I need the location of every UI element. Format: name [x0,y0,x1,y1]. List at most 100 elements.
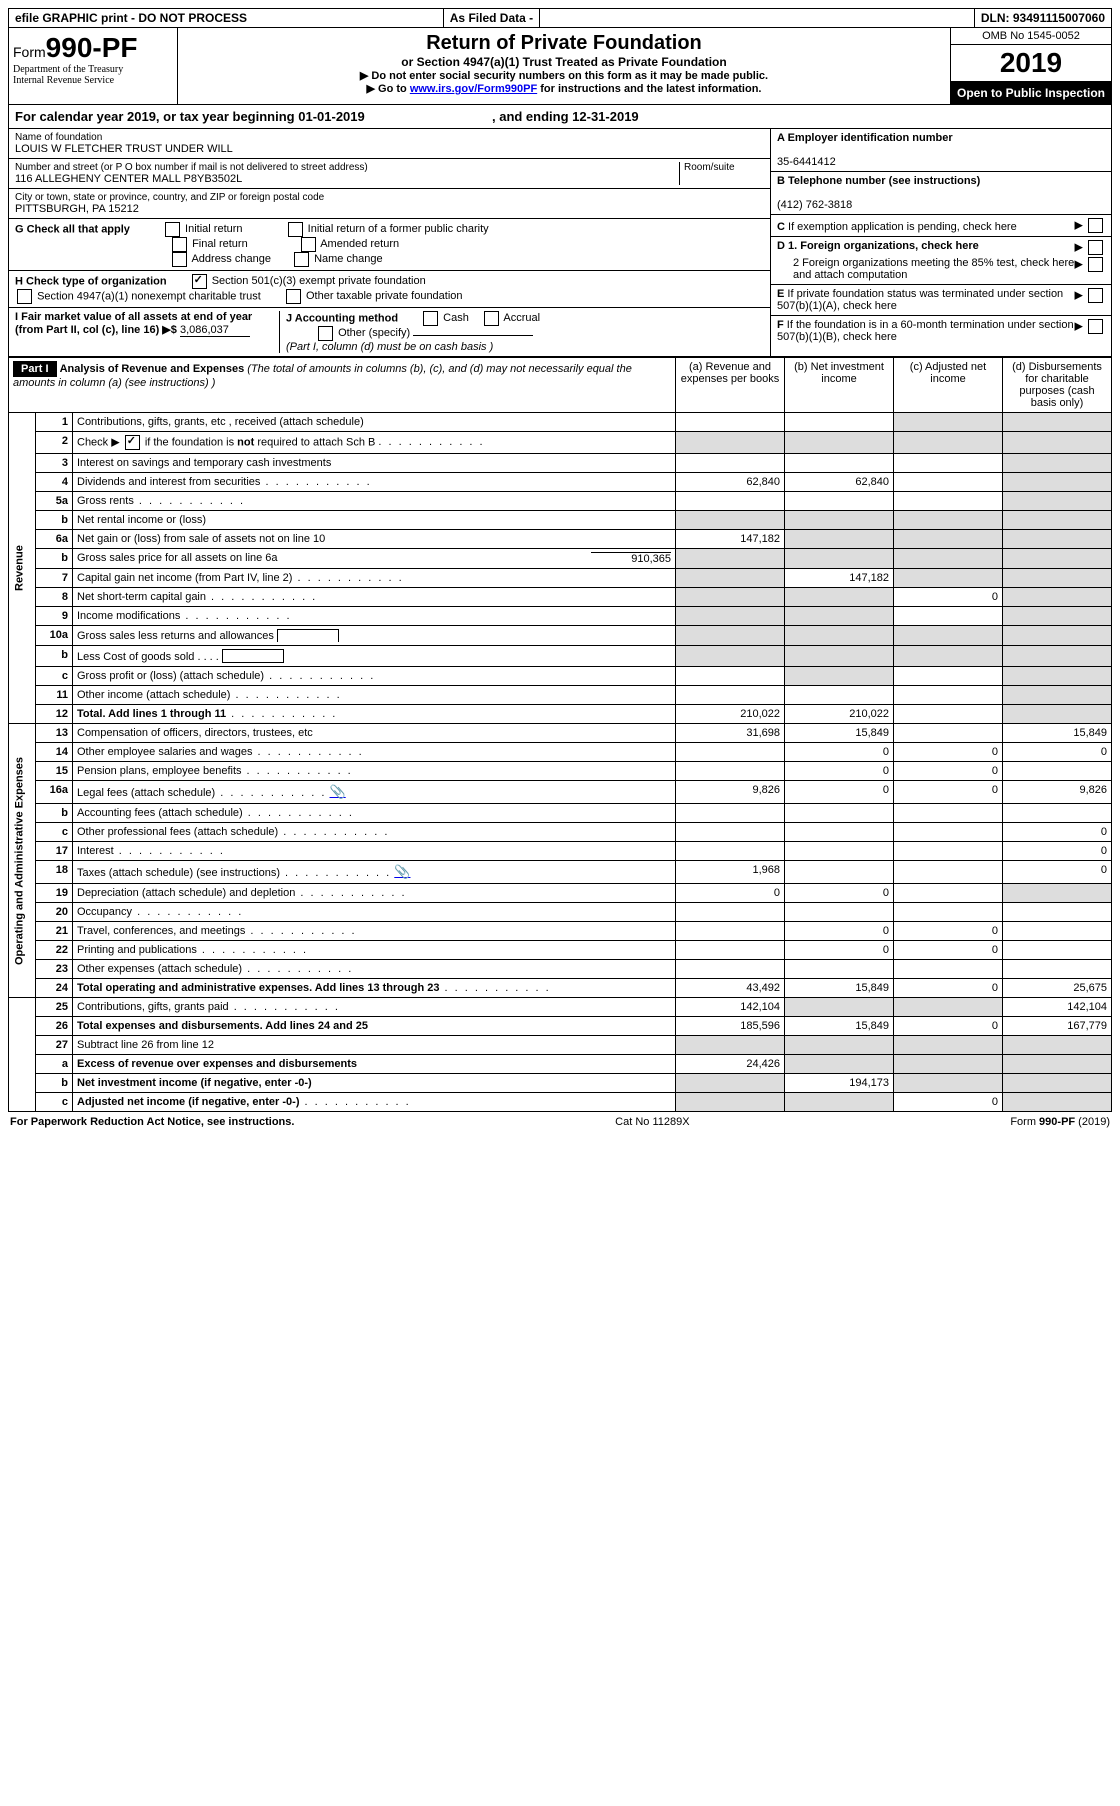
row-27b: bNet investment income (if negative, ent… [9,1074,1112,1093]
name-label: Name of foundation [15,132,764,143]
paperwork-notice: For Paperwork Reduction Act Notice, see … [10,1116,294,1128]
entity-info-grid: Name of foundation LOUIS W FLETCHER TRUS… [8,129,1112,357]
ein-cell: A Employer identification number 35-6441… [771,129,1111,172]
h-label: H Check type of organization [15,275,167,287]
j-label: J Accounting method [286,312,398,324]
row-6a: 6aNet gain or (loss) from sale of assets… [9,530,1112,549]
city-label: City or town, state or province, country… [15,192,764,203]
ssn-warning: ▶ Do not enter social security numbers o… [186,69,942,82]
row-14: 14Other employee salaries and wages 000 [9,743,1112,762]
row-27c: cAdjusted net income (if negative, enter… [9,1093,1112,1112]
part1-header-row: Part I Analysis of Revenue and Expenses … [9,358,1112,413]
checkbox-schb[interactable] [125,435,140,450]
page-footer: For Paperwork Reduction Act Notice, see … [8,1112,1112,1132]
form-ref: Form 990-PF (2019) [1010,1116,1110,1128]
checkbox-accrual[interactable] [484,311,499,326]
row-3: 3Interest on savings and temporary cash … [9,454,1112,473]
part1-table: Part I Analysis of Revenue and Expenses … [8,357,1112,1112]
row-2: 2Check ▶ if the foundation is not requir… [9,432,1112,454]
row-18: 18Taxes (attach schedule) (see instructi… [9,861,1112,884]
row-15: 15Pension plans, employee benefits 00 [9,762,1112,781]
cal-mid: , and ending [492,109,572,124]
e-label: If private foundation status was termina… [777,288,1063,312]
section-d-cell: D 1. Foreign organizations, check here▶ … [771,237,1111,285]
checkbox-name-change[interactable] [294,252,309,267]
j-note: (Part I, column (d) must be on cash basi… [286,341,493,353]
other-method-line [413,335,533,336]
a-label: A Employer identification number [777,132,953,144]
foundation-name: LOUIS W FLETCHER TRUST UNDER WILL [15,143,764,155]
section-ij-cell: I Fair market value of all assets at end… [9,308,770,356]
ein-value: 35-6441412 [777,156,836,168]
top-bar: efile GRAPHIC print - DO NOT PROCESS As … [8,8,1112,28]
tax-year: 2019 [951,45,1111,82]
efile-notice: efile GRAPHIC print - DO NOT PROCESS [9,9,444,27]
dept-irs: Internal Revenue Service [13,75,173,86]
checkbox-other-method[interactable] [318,326,333,341]
form-subtitle: or Section 4947(a)(1) Trust Treated as P… [186,55,942,69]
row-5a: 5aGross rents [9,492,1112,511]
fmv-value: 3,086,037 [180,324,250,337]
checkbox-amended-return[interactable] [301,237,316,252]
row-4: 4Dividends and interest from securities … [9,473,1112,492]
checkbox-cash[interactable] [423,311,438,326]
d1-label: D 1. Foreign organizations, check here [777,240,979,252]
row-17: 17Interest 0 [9,842,1112,861]
checkbox-f[interactable] [1088,319,1103,334]
row-7: 7Capital gain net income (from Part IV, … [9,569,1112,588]
section-c-cell: C If exemption application is pending, c… [771,215,1111,237]
city-state-zip: PITTSBURGH, PA 15212 [15,203,764,215]
checkbox-501c3[interactable] [192,274,207,289]
form-header: Form990-PF Department of the Treasury In… [8,28,1112,105]
phone-value: (412) 762-3818 [777,199,852,211]
revenue-label: Revenue [9,413,36,724]
cal-pre: For calendar year 2019, or tax year begi… [15,109,298,124]
addr-label: Number and street (or P O box number if … [15,162,675,173]
col-d-header: (d) Disbursements for charitable purpose… [1003,358,1112,413]
row-22: 22Printing and publications 00 [9,941,1112,960]
col-b-header: (b) Net investment income [785,358,894,413]
checkbox-d1[interactable] [1088,240,1103,255]
checkbox-other-taxable[interactable] [286,289,301,304]
checkbox-final-return[interactable] [172,237,187,252]
goto-post: for instructions and the latest informat… [537,83,761,95]
col-c-header: (c) Adjusted net income [894,358,1003,413]
spacer [540,9,975,27]
checkbox-4947a1[interactable] [17,289,32,304]
row-16c: cOther professional fees (attach schedul… [9,823,1112,842]
dln: DLN: 93491115007060 [975,9,1111,27]
goto-line: ▶ Go to www.irs.gov/Form990PF for instru… [186,82,942,95]
year-box: OMB No 1545-0052 2019 Open to Public Ins… [950,28,1111,104]
cat-no: Cat No 11289X [615,1116,689,1128]
checkbox-initial-former[interactable] [288,222,303,237]
form-prefix: Form [13,44,46,60]
goto-pre: ▶ Go to [367,83,410,95]
omb-number: OMB No 1545-0052 [951,28,1111,45]
cal-begin: 01-01-2019 [298,109,365,124]
attach-icon-18[interactable]: 📎 [394,864,410,879]
checkbox-address-change[interactable] [172,252,187,267]
checkbox-c[interactable] [1088,218,1103,233]
checkbox-initial-return[interactable] [165,222,180,237]
attach-icon-16a[interactable]: 📎 [330,784,346,799]
row-20: 20Occupancy [9,903,1112,922]
checkbox-d2[interactable] [1088,257,1103,272]
title-box: Return of Private Foundation or Section … [178,28,950,104]
form-id-box: Form990-PF Department of the Treasury In… [9,28,178,104]
checkbox-e[interactable] [1088,288,1103,303]
col-a-header: (a) Revenue and expenses per books [676,358,785,413]
phone-cell: B Telephone number (see instructions) (4… [771,172,1111,215]
irs-link[interactable]: www.irs.gov/Form990PF [410,83,537,95]
section-e-cell: E If private foundation status was termi… [771,285,1111,316]
form-title: Return of Private Foundation [186,32,942,55]
row-16b: bAccounting fees (attach schedule) [9,804,1112,823]
row-16a: 16aLegal fees (attach schedule) 📎 9,8260… [9,781,1112,804]
g-label: G Check all that apply [15,223,130,235]
expenses-label: Operating and Administrative Expenses [9,724,36,998]
row-12: 12Total. Add lines 1 through 11 210,0222… [9,705,1112,724]
calendar-year-row: For calendar year 2019, or tax year begi… [8,105,1112,129]
b-label: B Telephone number (see instructions) [777,175,980,187]
row-10a: 10aGross sales less returns and allowanc… [9,626,1112,646]
row-5b: bNet rental income or (loss) [9,511,1112,530]
row-21: 21Travel, conferences, and meetings 00 [9,922,1112,941]
